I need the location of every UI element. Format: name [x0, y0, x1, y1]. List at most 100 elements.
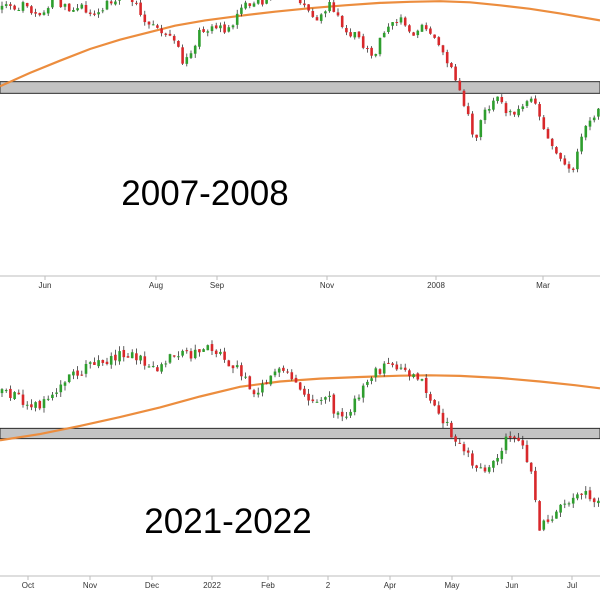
- candle: [235, 9, 239, 29]
- candle-body: [374, 54, 378, 56]
- candle-body: [357, 397, 361, 400]
- candle: [93, 357, 96, 365]
- candle-body: [177, 40, 180, 47]
- candle-body: [500, 96, 504, 103]
- candle: [286, 368, 289, 374]
- candle-body: [261, 0, 264, 5]
- candle: [185, 347, 189, 354]
- candle: [345, 411, 348, 420]
- candle: [370, 46, 373, 59]
- candle-body: [542, 520, 546, 530]
- candle-body: [114, 1, 117, 5]
- candle: [563, 155, 567, 166]
- candle: [0, 388, 4, 398]
- candle: [319, 397, 323, 405]
- candle-body: [483, 467, 487, 472]
- candle: [63, 3, 67, 11]
- candle: [265, 379, 268, 385]
- candle: [193, 44, 197, 58]
- candle-body: [25, 404, 29, 406]
- candle-body: [21, 2, 25, 11]
- candle: [84, 360, 88, 378]
- candle: [219, 348, 222, 356]
- candle-body: [252, 390, 256, 395]
- candle: [139, 0, 142, 17]
- candle-body: [151, 24, 155, 26]
- candle: [580, 133, 583, 155]
- candle-body: [433, 34, 436, 38]
- candle-body: [51, 394, 54, 399]
- candle: [51, 391, 54, 401]
- candle-body: [59, 384, 63, 393]
- candle: [550, 137, 554, 150]
- candle-body: [458, 442, 462, 444]
- candle: [97, 8, 100, 18]
- candle-body: [248, 3, 252, 6]
- candle: [424, 374, 428, 399]
- candle-body: [193, 45, 197, 54]
- candle: [412, 373, 415, 379]
- x-tick-label: May: [444, 581, 459, 590]
- candle: [244, 0, 247, 10]
- candle: [101, 7, 105, 14]
- candle-body: [235, 13, 239, 25]
- candle: [51, 0, 54, 10]
- candle-body: [160, 364, 163, 372]
- candle-body: [105, 361, 109, 365]
- candle: [542, 114, 546, 130]
- candle: [143, 351, 147, 370]
- candle-body: [63, 4, 67, 7]
- candle-body: [403, 17, 407, 26]
- candle: [483, 464, 487, 473]
- candle-body: [147, 366, 151, 368]
- candle-body: [319, 399, 323, 401]
- candle-body: [408, 370, 411, 377]
- candle: [9, 385, 12, 401]
- candle-body: [424, 377, 428, 393]
- candle-body: [252, 3, 256, 7]
- candle: [185, 53, 189, 67]
- candle-body: [307, 4, 310, 11]
- candle: [588, 117, 592, 131]
- candle-body: [576, 151, 579, 170]
- candle-body: [592, 498, 596, 503]
- candle-body: [353, 32, 357, 38]
- candle-body: [202, 349, 205, 352]
- candle: [189, 50, 193, 60]
- candle-body: [563, 158, 567, 165]
- chart-panel-2021-2022: 2021-2022 Oct Nov Dec 2022 Feb 2 Apr May Jun Jul: [0, 300, 600, 600]
- x-tick-label: Nov: [83, 581, 97, 590]
- candle: [597, 107, 600, 120]
- candle: [202, 26, 205, 33]
- candle: [458, 77, 462, 91]
- candle-body: [555, 511, 558, 519]
- candle-body: [135, 2, 138, 4]
- candle: [345, 25, 348, 36]
- candle: [168, 29, 172, 37]
- candle: [408, 24, 411, 34]
- candle: [63, 380, 67, 391]
- candle-body: [67, 3, 71, 12]
- candle-body: [571, 168, 575, 170]
- candle: [433, 34, 436, 39]
- candle: [424, 22, 428, 32]
- candle: [571, 493, 575, 508]
- candle-body: [437, 405, 441, 414]
- candle: [17, 7, 21, 11]
- candle-body: [298, 382, 302, 390]
- candle-body: [143, 14, 147, 23]
- candle-body: [135, 353, 138, 361]
- candle-body: [248, 376, 252, 390]
- candle: [147, 364, 151, 368]
- candle: [156, 23, 159, 29]
- candle-body: [181, 47, 184, 64]
- candle-body: [357, 31, 361, 38]
- candle: [399, 363, 403, 370]
- candle-body: [538, 104, 541, 117]
- candle: [513, 111, 516, 117]
- candle: [193, 344, 197, 360]
- candle-body: [9, 4, 12, 6]
- candle-body: [546, 519, 550, 522]
- candle: [437, 36, 441, 47]
- candle-body: [130, 0, 134, 3]
